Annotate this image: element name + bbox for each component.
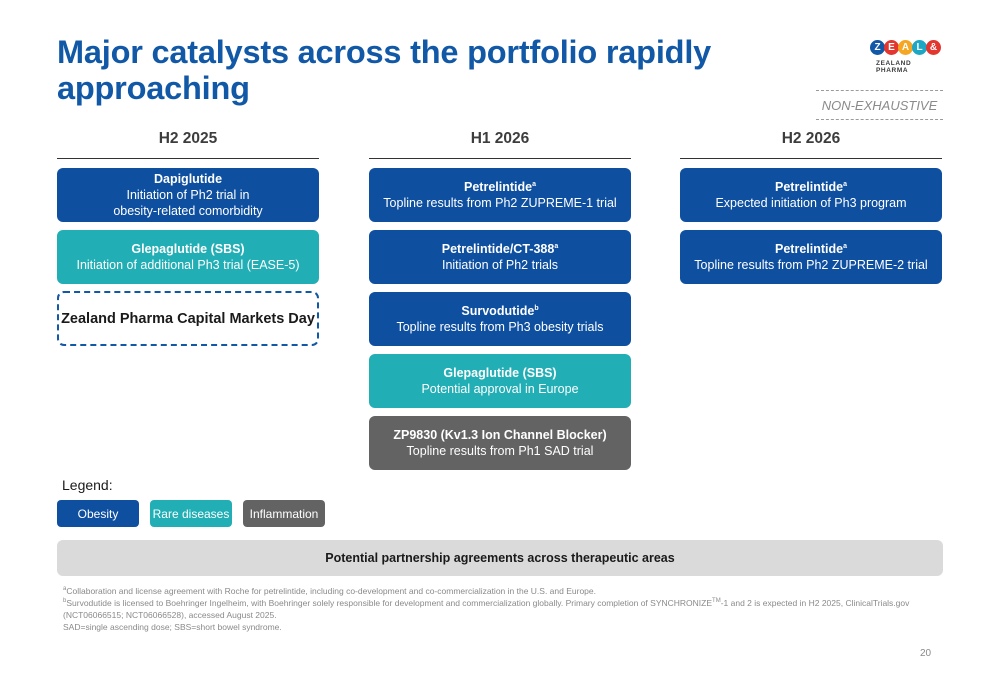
column-heading-h2-2025: H2 2025 [57, 130, 319, 159]
card-line: obesity-related comorbidity [113, 204, 263, 218]
card-title: Dapiglutide [153, 172, 223, 186]
page-number: 20 [920, 648, 932, 659]
card-line: Expected initiation of Ph3 program [715, 196, 907, 210]
logo-mark: Z E A L & [870, 40, 945, 55]
footnote-a: aCollaboration and license agreement wit… [63, 586, 596, 596]
card-title: Glepaglutide (SBS) [131, 242, 245, 256]
card-line: Initiation of Ph2 trials [441, 258, 559, 272]
card-line: Topline results from Ph2 ZUPREME-2 trial [694, 258, 928, 272]
partnership-banner: Potential partnership agreements across … [57, 540, 943, 576]
logo-letter: A [898, 40, 913, 55]
legend-label: Legend: [62, 477, 113, 493]
card-title: Petrelintidea [775, 180, 847, 194]
card-line: Potential approval in Europe [421, 382, 579, 396]
legend-item-rare-diseases: Rare diseases [150, 500, 232, 527]
page-title: Major catalysts across the portfolio rap… [57, 34, 712, 106]
logo-letter: L [912, 40, 927, 55]
legend-item-inflammation: Inflammation [243, 500, 325, 527]
logo-subtitle: ZEALAND PHARMA [876, 60, 912, 74]
catalyst-card-petrelintide-zupreme1: Petrelintidea Topline results from Ph2 Z… [369, 168, 631, 222]
card-title: Glepaglutide (SBS) [443, 366, 557, 380]
catalyst-card-petrelintide-ct388: Petrelintide/CT-388a Initiation of Ph2 t… [369, 230, 631, 284]
catalyst-card-glepaglutide-ease5: Glepaglutide (SBS) Initiation of additio… [57, 230, 319, 284]
card-line: Topline results from Ph2 ZUPREME-1 trial [383, 196, 617, 210]
footnotes: aCollaboration and license agreement wit… [63, 585, 943, 633]
card-title: Petrelintidea [464, 180, 536, 194]
column-heading-h2-2026: H2 2026 [680, 130, 942, 159]
capital-markets-day-card: Zealand Pharma Capital Markets Day [57, 291, 319, 346]
footnote-mark: a [554, 242, 559, 250]
card-line: Topline results from Ph3 obesity trials [396, 320, 604, 334]
footnote-mark: a [843, 180, 847, 188]
zealand-logo: Z E A L & ZEALAND PHARMA [870, 40, 945, 76]
footnote-mark: a [843, 242, 847, 250]
catalyst-card-petrelintide-ph3: Petrelintidea Expected initiation of Ph3… [680, 168, 942, 222]
catalyst-card-zp9830: ZP9830 (Kv1.3 Ion Channel Blocker) Topli… [369, 416, 631, 470]
card-title: Petrelintidea [775, 242, 847, 256]
footnote-b: bSurvodutide is licensed to Boehringer I… [63, 598, 910, 620]
catalyst-card-glepaglutide-europe: Glepaglutide (SBS) Potential approval in… [369, 354, 631, 408]
card-title: Petrelintide/CT-388a [441, 242, 559, 256]
catalyst-card-petrelintide-zupreme2: Petrelintidea Topline results from Ph2 Z… [680, 230, 942, 284]
card-line: Topline results from Ph1 SAD trial [406, 444, 594, 458]
footnote-abbreviations: SAD=single ascending dose; SBS=short bow… [63, 622, 282, 632]
column-heading-h1-2026: H1 2026 [369, 130, 631, 159]
non-exhaustive-tag: NON-EXHAUSTIVE [816, 90, 943, 120]
card-line: Initiation of additional Ph3 trial (EASE… [76, 258, 300, 272]
catalyst-card-dapiglutide: Dapiglutide Initiation of Ph2 trial in o… [57, 168, 319, 222]
legend-item-obesity: Obesity [57, 500, 139, 527]
card-title: ZP9830 (Kv1.3 Ion Channel Blocker) [393, 428, 607, 442]
logo-letter: E [884, 40, 899, 55]
catalyst-card-survodutide: Survodutideb Topline results from Ph3 ob… [369, 292, 631, 346]
card-title: Survodutideb [461, 304, 539, 318]
logo-letter: Z [870, 40, 885, 55]
card-title: Zealand Pharma Capital Markets Day [61, 310, 315, 327]
footnote-mark: b [534, 304, 539, 312]
card-line: Initiation of Ph2 trial in [126, 188, 250, 202]
footnote-mark: a [532, 180, 536, 188]
logo-letter: & [926, 40, 941, 55]
